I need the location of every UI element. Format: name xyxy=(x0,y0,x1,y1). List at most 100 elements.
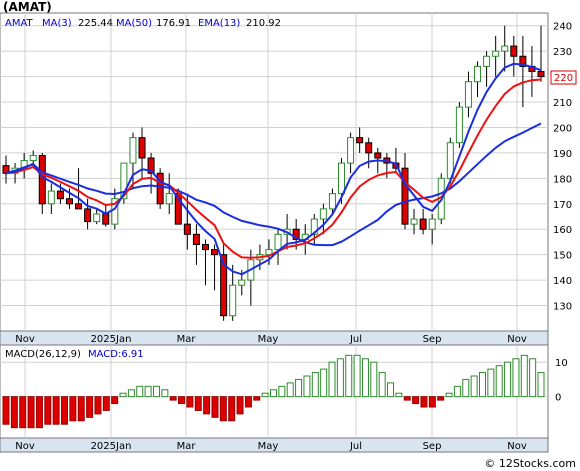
legend-ma50-value: 176.91 xyxy=(156,18,191,29)
candle-up xyxy=(129,137,137,164)
price-x-tick: Sep xyxy=(423,334,442,345)
macd-bar-negative xyxy=(10,396,18,429)
price-panel xyxy=(0,12,549,332)
macd-bar-negative xyxy=(52,396,60,425)
macd-bar-negative xyxy=(228,396,236,422)
macd-bar-positive xyxy=(311,372,319,398)
price-y-tick: 210 xyxy=(553,98,572,109)
macd-bar-positive xyxy=(520,354,528,398)
macd-bar-positive xyxy=(361,358,369,398)
macd-bar-positive xyxy=(127,389,135,398)
macd-bar-negative xyxy=(253,396,261,401)
macd-bar-positive xyxy=(270,389,277,398)
macd-bar-negative xyxy=(86,396,94,418)
macd-y-tick: 10 xyxy=(555,358,568,369)
macd-histogram xyxy=(2,354,545,429)
macd-bar-positive xyxy=(478,372,486,398)
macd-bar-positive xyxy=(537,372,545,398)
candle-down xyxy=(374,152,382,159)
price-y-tick: 140 xyxy=(553,276,572,287)
candle-up xyxy=(120,162,128,200)
candle-down xyxy=(147,157,155,174)
price-y-tick: 180 xyxy=(553,174,572,185)
candle-up xyxy=(428,218,436,230)
candle-down xyxy=(38,154,46,205)
macd-bar-negative xyxy=(178,396,186,405)
macd-bar-negative xyxy=(27,396,35,429)
macd-bar-positive xyxy=(345,354,353,398)
candle-down xyxy=(75,203,83,210)
candle-down xyxy=(138,137,146,159)
macd-bar-positive xyxy=(320,368,328,398)
macd-bar-negative xyxy=(94,396,102,415)
ma50-line xyxy=(5,122,542,247)
macd-bar-positive xyxy=(328,361,336,398)
macd-bar-positive xyxy=(119,392,127,398)
price-x-tick: Jul xyxy=(349,334,362,345)
price-x-tick: Mar xyxy=(177,334,197,345)
candle-down xyxy=(65,198,73,205)
macd-bar-positive xyxy=(152,385,160,398)
candle-up xyxy=(328,193,336,210)
price-x-tick: 2025Jan xyxy=(91,334,132,345)
candle-up xyxy=(455,106,463,144)
macd-bar-positive xyxy=(353,354,361,398)
macd-bar-negative xyxy=(437,396,445,401)
macd-bar-positive xyxy=(453,385,461,398)
candle-down xyxy=(519,55,527,67)
macd-bar-negative xyxy=(35,396,43,429)
macd-bar-negative xyxy=(244,396,252,408)
price-y-tick: 130 xyxy=(553,302,572,313)
candle-down xyxy=(211,249,219,256)
candle-down xyxy=(401,167,409,225)
candle-up xyxy=(165,193,173,205)
macd-bar-negative xyxy=(2,396,10,425)
macd-bar-negative xyxy=(236,396,244,415)
macd-bar-positive xyxy=(445,392,453,398)
macd-x-tick: May xyxy=(258,441,279,452)
macd-bar-positive xyxy=(286,382,294,398)
candle-down xyxy=(220,254,228,317)
candle-down xyxy=(56,190,64,200)
price-y-tick: 230 xyxy=(553,47,572,58)
price-xaxis-strip xyxy=(0,330,549,346)
candle-up xyxy=(501,45,509,52)
macd-bar-positive xyxy=(387,382,395,398)
candle-up xyxy=(410,218,418,225)
price-x-tick: May xyxy=(258,334,279,345)
candle-down xyxy=(102,213,110,225)
candle-down xyxy=(292,228,300,240)
macd-bar-positive xyxy=(295,378,303,398)
ma3-line xyxy=(5,62,542,276)
macd-bar-negative xyxy=(61,396,69,425)
macd-bar-positive xyxy=(470,375,478,398)
macd-bar-positive xyxy=(395,392,403,398)
candle-up xyxy=(319,208,327,220)
candle-down xyxy=(510,45,518,57)
macd-bar-negative xyxy=(412,396,420,405)
macd-x-tick: 2025Jan xyxy=(91,441,132,452)
x-axis-ticks: Nov Nov 2025Jan 2025Jan Mar Mar May May Jul Jul Se… xyxy=(15,334,527,452)
macd-bar-negative xyxy=(194,396,202,411)
macd-y-tick: 0 xyxy=(555,393,561,404)
macd-bar-negative xyxy=(169,396,177,401)
candle-up xyxy=(93,213,101,223)
macd-bar-positive xyxy=(136,385,144,398)
ema13-line xyxy=(5,78,542,259)
macd-bar-positive xyxy=(495,365,503,398)
macd-x-tick: Jul xyxy=(349,441,362,452)
macd-bar-positive xyxy=(303,375,311,398)
candle-down xyxy=(365,142,373,154)
candle-down xyxy=(192,233,200,246)
macd-bar-positive xyxy=(278,385,286,398)
candle-up xyxy=(238,279,246,286)
chart-title: (AMAT) xyxy=(3,0,52,14)
macd-x-tick: Nov xyxy=(507,441,527,452)
candle-down xyxy=(356,137,364,144)
candle-down xyxy=(183,223,191,235)
last-price-tag-box xyxy=(550,70,577,85)
macd-bar-positive xyxy=(378,372,386,398)
candle-up xyxy=(338,162,346,195)
moving-average-lines xyxy=(5,62,542,276)
candle-down xyxy=(201,244,209,251)
